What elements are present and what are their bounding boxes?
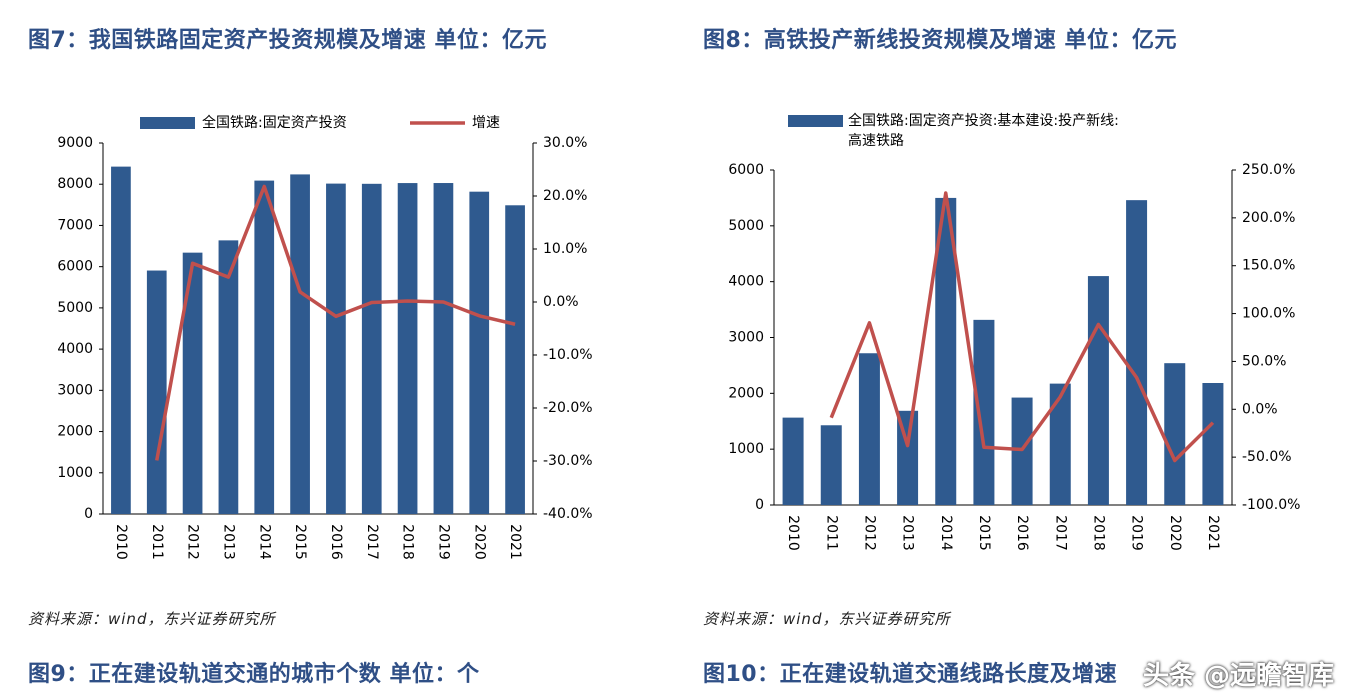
fig8-source: 资料来源：wind，东兴证券研究所 (703, 610, 951, 628)
chart1-right-tick-label: -10.0% (543, 347, 593, 363)
chart1-category-label: 2011 (149, 524, 165, 560)
chart1-category-label: 2017 (364, 524, 380, 560)
chart1-bar (505, 205, 525, 514)
chart1-right-tick-label: 30.0% (543, 135, 587, 151)
chart2-bar (1202, 383, 1224, 505)
chart2-right-tick-label: 100.0% (1242, 306, 1295, 322)
chart2-left-tick-label: 1000 (728, 441, 764, 457)
chart1-bar (254, 180, 275, 514)
chart2-left-tick-label: 4000 (728, 274, 764, 290)
chart1-bar (433, 183, 454, 514)
chart1-category-label: 2016 (328, 524, 344, 560)
chart1-left-tick-label: 1000 (57, 465, 93, 481)
fig7-source: 资料来源：wind，东兴证券研究所 (28, 610, 276, 628)
chart1-right-tick-label: 20.0% (543, 188, 587, 204)
chart2-left-tick-label: 3000 (728, 330, 764, 346)
chart2-bar (1087, 276, 1109, 505)
chart2-right-tick-label: 50.0% (1242, 353, 1286, 369)
chart2-category-label: 2020 (1167, 515, 1183, 551)
chart2-bar (1011, 397, 1033, 505)
chart1-category-label: 2020 (471, 524, 487, 560)
chart1-category-label: 2013 (220, 524, 236, 560)
chart1-legend-label: 全国铁路:固定资产投资 (202, 114, 347, 131)
chart2-bar (1164, 363, 1186, 505)
chart1-bar (146, 270, 167, 514)
chart1-left-tick-label: 8000 (57, 176, 93, 192)
chart1-bar (218, 240, 239, 514)
chart2-category-label: 2014 (938, 515, 954, 551)
chart1-right-tick-label: -40.0% (543, 506, 593, 522)
chart2-bar (1126, 200, 1148, 505)
fig7-title: 图7：我国铁路固定资产投资规模及增速 单位：亿元 (28, 28, 547, 53)
chart2-category-label: 2021 (1205, 515, 1221, 551)
fig10-title: 图10：正在建设轨道交通线路长度及增速 (703, 662, 1118, 687)
chart1-left-tick-label: 2000 (57, 424, 93, 440)
chart2-right-tick-label: 250.0% (1242, 162, 1295, 178)
chart2-legend-label: 高速铁路 (848, 132, 904, 149)
chart2-category-label: 2011 (823, 515, 839, 551)
chart2-category-label: 2010 (785, 515, 801, 551)
chart2-category-label: 2018 (1090, 515, 1106, 551)
chart2-category-label: 2013 (900, 515, 916, 551)
chart2-category-label: 2019 (1129, 515, 1145, 551)
chart2-bar (973, 319, 995, 505)
chart1-bar (361, 183, 382, 514)
chart1-right-tick-label: -30.0% (543, 453, 593, 469)
chart2-left-tick-label: 5000 (728, 218, 764, 234)
chart1-left-tick-label: 9000 (57, 135, 93, 151)
chart2-category-label: 2016 (1014, 515, 1030, 551)
chart1-bar (182, 252, 203, 514)
chart1-left-tick-label: 6000 (57, 259, 93, 275)
chart2-right-tick-label: -100.0% (1242, 497, 1300, 513)
chart2-right-tick-label: 150.0% (1242, 258, 1295, 274)
chart2-bar (820, 425, 842, 505)
chart2-left-tick-label: 6000 (728, 162, 764, 178)
chart1-category-label: 2010 (113, 524, 129, 560)
chart2-right-tick-label: 200.0% (1242, 210, 1295, 226)
fig8-title: 图8：高铁投产新线投资规模及增速 单位：亿元 (703, 28, 1177, 53)
chart2-category-label: 2012 (861, 515, 877, 551)
watermark: 头条 @远瞻智库 (1142, 661, 1334, 691)
chart2-left-tick-label: 0 (755, 497, 764, 513)
chart2-right-tick-label: -50.0% (1242, 449, 1292, 465)
chart1-category-label: 2021 (507, 524, 523, 560)
chart1-right-tick-label: 10.0% (543, 241, 587, 257)
chart2-bar (1049, 383, 1071, 505)
chart2-category-label: 2015 (976, 515, 992, 551)
chart1-legend-label: 增速 (472, 115, 500, 131)
fig9-title: 图9：正在建设轨道交通的城市个数 单位：个 (28, 662, 480, 687)
chart1-right-tick-label: -20.0% (543, 400, 593, 416)
chart2-legend-label: 全国铁路:固定资产投资:基本建设:投产新线: (848, 112, 1119, 129)
chart1-bar (469, 191, 490, 514)
chart1-left-tick-label: 3000 (57, 382, 93, 398)
chart1-category-label: 2018 (400, 524, 416, 560)
chart1-left-tick-label: 4000 (57, 341, 93, 357)
chart1-bar (326, 183, 346, 514)
chart1-bar (290, 174, 310, 515)
chart1-left-tick-label: 0 (84, 506, 93, 522)
chart2-bar (782, 417, 804, 505)
chart1-bar (111, 166, 131, 514)
chart1-category-label: 2015 (292, 524, 308, 560)
chart2-bar (935, 197, 957, 505)
chart1-bar (397, 183, 418, 514)
chart2-legend-swatch-bar (788, 115, 843, 127)
chart2-left-tick-label: 2000 (728, 385, 764, 401)
chart1-category-label: 2014 (256, 524, 272, 560)
chart2-right-tick-label: 0.0% (1242, 401, 1278, 417)
chart1-left-tick-label: 7000 (57, 217, 93, 233)
chart1-legend-swatch-bar (140, 117, 195, 129)
chart2-category-label: 2017 (1052, 515, 1068, 551)
chart1-category-label: 2019 (435, 524, 451, 560)
chart2-bar (858, 353, 880, 505)
chart1-right-tick-label: 0.0% (543, 294, 579, 310)
chart1-left-tick-label: 5000 (57, 300, 93, 316)
chart1-category-label: 2012 (185, 524, 201, 560)
